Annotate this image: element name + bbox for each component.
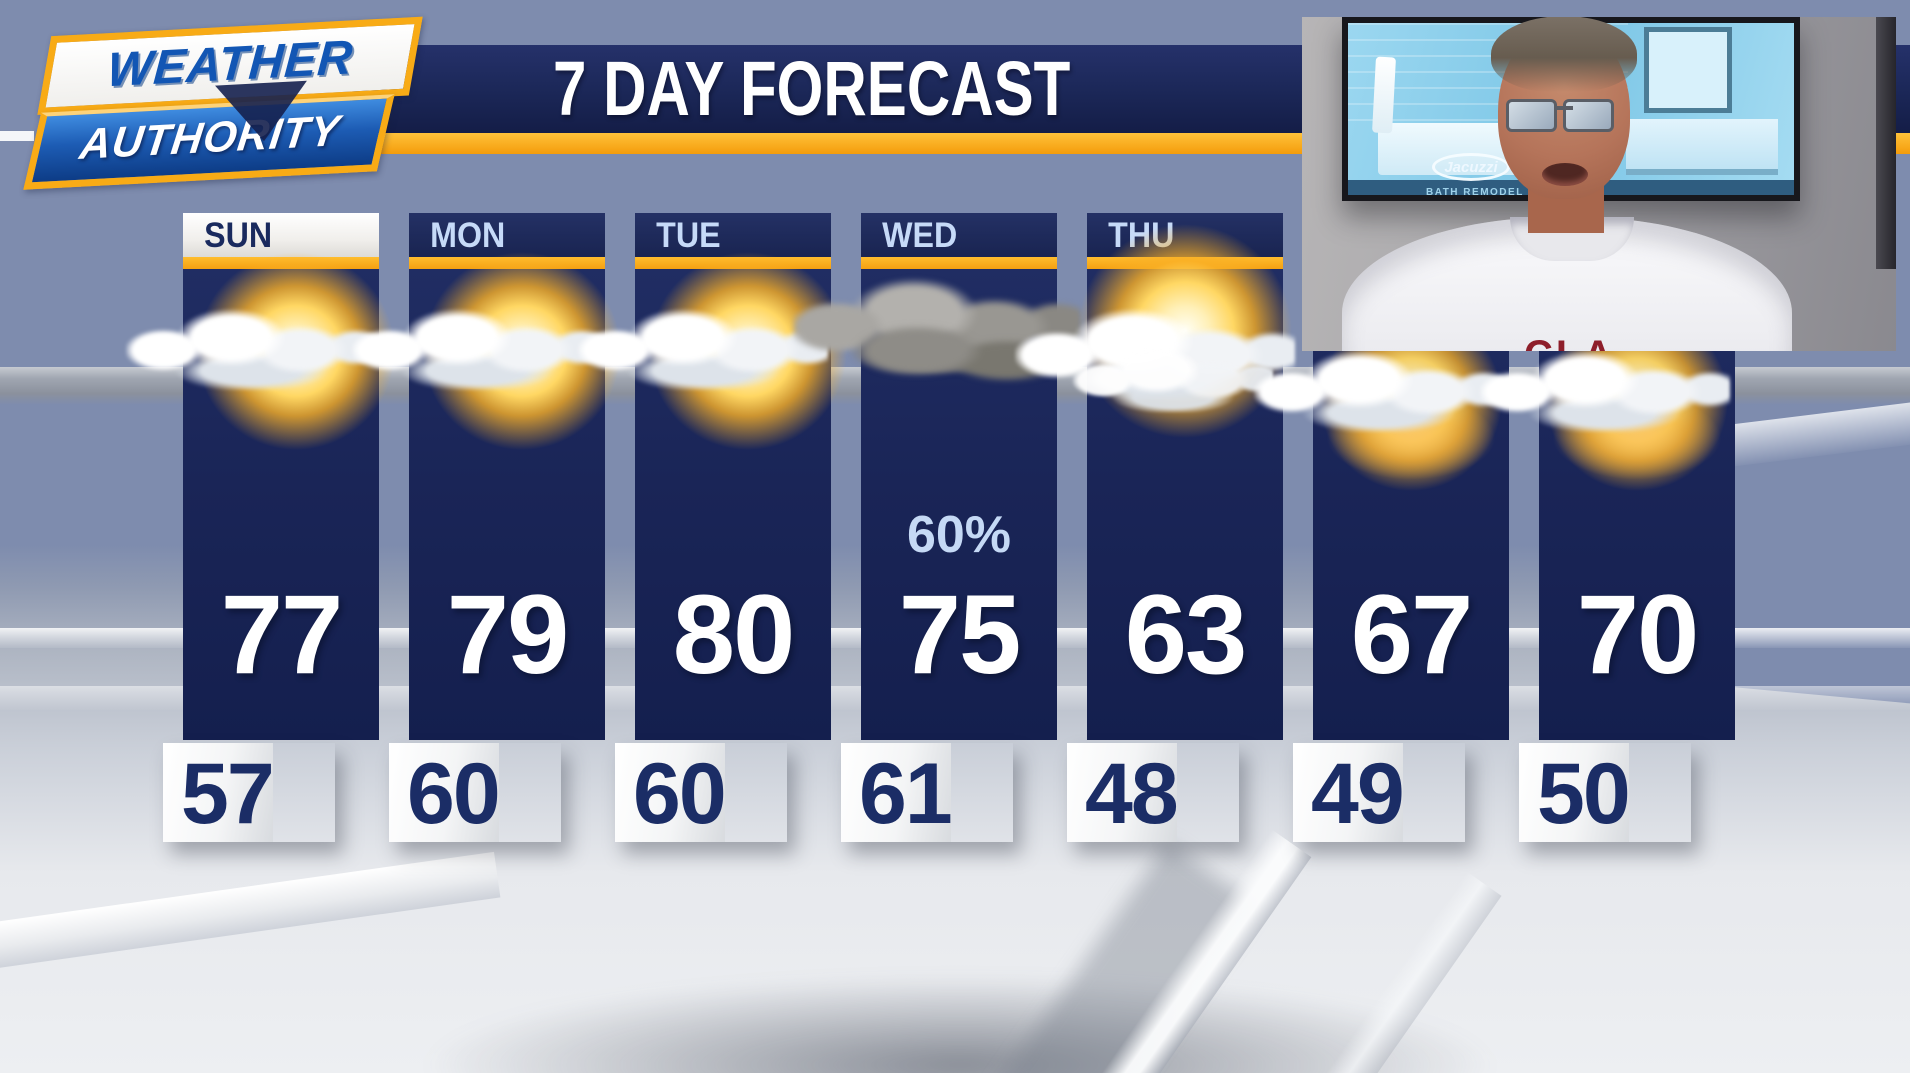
- tv-remodel-text: BATH REMODEL: [1426, 187, 1524, 198]
- logo-authority-text: AUTHORITY: [77, 106, 343, 169]
- high-temp: 67: [1350, 572, 1474, 697]
- high-temp: 77: [220, 572, 344, 697]
- day-body: 63: [1015, 223, 1295, 740]
- day-column-thu: THU 63 48: [1015, 213, 1295, 853]
- mostly-sunny-icon: [352, 251, 632, 481]
- low-temp-box: 61: [841, 743, 1013, 842]
- day-label: SUN: [204, 216, 273, 255]
- day-label: TUE: [656, 216, 721, 255]
- day-label: MON: [430, 216, 506, 255]
- day-orange-underline: [861, 257, 1057, 269]
- tv-towel: [1372, 56, 1396, 134]
- low-temp: 48: [1067, 743, 1179, 842]
- presenter-mouth: [1542, 163, 1588, 186]
- day-orange-underline: [1087, 257, 1283, 269]
- high-temp: 75: [898, 572, 1022, 697]
- day-orange-underline: [409, 257, 605, 269]
- jacuzzi-logo: Jacuzzi: [1432, 153, 1510, 181]
- sun-glow: [422, 251, 622, 451]
- shirt-text: CLA: [1524, 333, 1615, 351]
- day-header: SUN: [183, 213, 379, 257]
- high-temp: 80: [672, 572, 796, 697]
- low-temp-box: 48: [1067, 743, 1239, 842]
- mostly-cloudy-icon: [1254, 308, 1536, 559]
- day-orange-underline: [635, 257, 831, 269]
- presenter-shirt: [1342, 217, 1792, 351]
- low-temp: 60: [389, 743, 501, 842]
- low-temp-box: 49: [1293, 743, 1465, 842]
- presenter-hair: [1491, 17, 1637, 92]
- low-temp-box: 60: [615, 743, 787, 842]
- mostly-sunny-icon: [578, 251, 858, 481]
- day-body: 60% 75: [793, 263, 1081, 740]
- day-column-wed: WED 60% 75 61: [793, 213, 1081, 853]
- low-temp-box: 50: [1519, 743, 1691, 842]
- day-column-tue: TUE 80 60: [578, 213, 848, 853]
- sun-underglow: [1326, 395, 1496, 480]
- presenter-head: [1491, 17, 1637, 199]
- day-column-sun: SUN 77 57: [126, 213, 396, 853]
- sun-glow: [648, 251, 848, 451]
- high-temp: 63: [1124, 572, 1248, 697]
- day-body: 77: [126, 251, 396, 740]
- low-temp-box: 60: [389, 743, 561, 842]
- day-body: 79: [352, 251, 622, 740]
- day-column-mon: MON 79 60: [352, 213, 622, 853]
- weather-authority-logo: WEATHER AUTHORITY: [22, 7, 470, 200]
- cloud-shape: [1073, 336, 1273, 413]
- door-frame: [1876, 17, 1896, 269]
- low-temp: 60: [615, 743, 727, 842]
- logo-checkmark: [215, 80, 310, 144]
- day-header: WED: [861, 213, 1057, 257]
- low-temp: 50: [1519, 743, 1631, 842]
- low-temp: 49: [1293, 743, 1405, 842]
- day-header: MON: [409, 213, 605, 257]
- banner-left-tail: [0, 131, 34, 141]
- low-temp-box: 57: [163, 743, 335, 842]
- tub-shadow: [420, 975, 1500, 1073]
- sun-underglow: [1552, 395, 1722, 480]
- sun-glow: [196, 251, 396, 451]
- day-orange-underline: [183, 257, 379, 269]
- day-header: THU: [1087, 213, 1283, 257]
- forecast-title: 7 DAY FORECAST: [553, 46, 1071, 132]
- low-temp: 57: [163, 743, 275, 842]
- partly-sunny-icon: [1015, 223, 1310, 481]
- tv-bathroom-vanity: [1626, 119, 1778, 175]
- mostly-cloudy-icon: [1480, 308, 1762, 559]
- day-label: WED: [882, 216, 958, 255]
- jacuzzi-logo-text: Jacuzzi: [1444, 159, 1498, 176]
- tv-bathroom-window: [1644, 27, 1732, 113]
- day-body: 80: [578, 251, 848, 740]
- presenter-video-overlay: Jacuzzi BATH REMODEL CLA: [1302, 17, 1896, 351]
- low-temp: 61: [841, 743, 953, 842]
- presenter-glasses: [1506, 99, 1624, 135]
- high-temp: 70: [1576, 572, 1700, 697]
- mostly-sunny-icon: [126, 251, 406, 481]
- precip-chance: 60%: [906, 506, 1012, 564]
- high-temp: 79: [446, 572, 570, 697]
- cloudy-icon: [793, 251, 1084, 481]
- day-header: TUE: [635, 213, 831, 257]
- day-label: THU: [1108, 216, 1175, 255]
